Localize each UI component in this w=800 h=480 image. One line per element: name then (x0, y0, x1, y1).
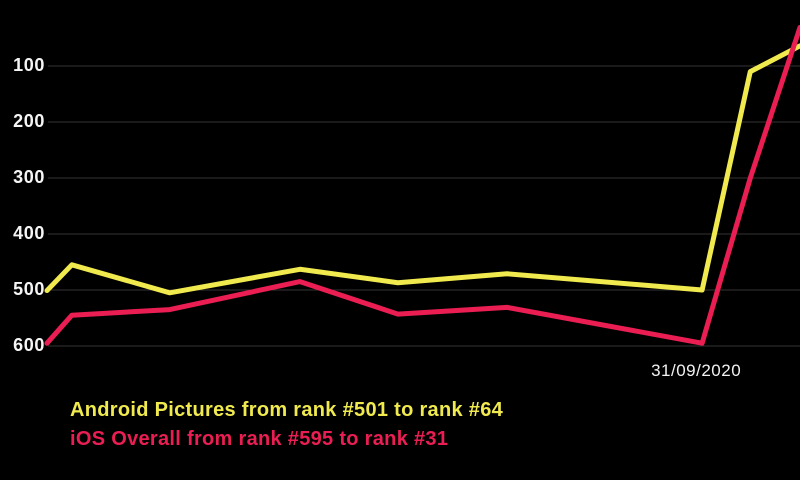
y-axis-tick-label: 400 (13, 223, 45, 244)
y-axis-tick-label: 200 (13, 111, 45, 132)
ios-overall-line (44, 24, 800, 346)
y-axis-tick-label: 300 (13, 167, 45, 188)
chart-legend: Android Pictures from rank #501 to rank … (70, 396, 503, 454)
legend-android-pictures: Android Pictures from rank #501 to rank … (70, 399, 504, 421)
y-axis-tick-label: 100 (13, 55, 45, 76)
y-axis-tick-label: 500 (13, 279, 45, 300)
x-axis-date-label: 31/09/2020 (651, 361, 742, 380)
android-pictures-line (44, 43, 800, 296)
legend-ios-overall: iOS Overall from rank #595 to rank #31 (70, 428, 449, 450)
y-axis-tick-label: 600 (13, 335, 45, 356)
